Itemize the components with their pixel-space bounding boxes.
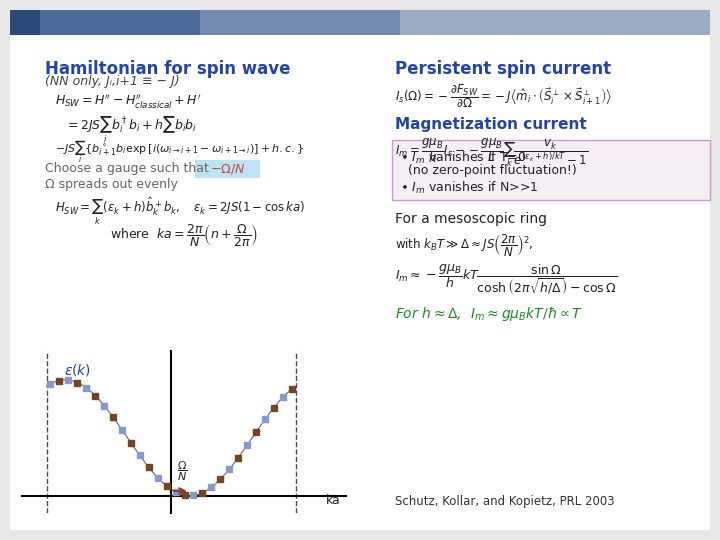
- Text: Magnetization current: Magnetization current: [395, 117, 587, 132]
- Text: $\varepsilon(k)$: $\varepsilon(k)$: [64, 362, 91, 377]
- Bar: [200, 10, 710, 35]
- Text: $\bullet$ $I_m$ vanishes if T=0: $\bullet$ $I_m$ vanishes if T=0: [400, 150, 526, 166]
- Bar: [400, 10, 710, 35]
- Text: $H_{SW} = H^{\prime\prime} - H^{\prime\prime}_{classical} + H^{\prime}$: $H_{SW} = H^{\prime\prime} - H^{\prime\p…: [55, 93, 202, 111]
- Text: $\bullet$ $I_m$ vanishes if N>>1: $\bullet$ $I_m$ vanishes if N>>1: [400, 180, 539, 196]
- Text: $I_s(\Omega) = -\dfrac{\partial F_{SW}}{\partial\Omega} = -J\left\langle\hat{m}_: $I_s(\Omega) = -\dfrac{\partial F_{SW}}{…: [395, 82, 612, 110]
- Text: $H_{SW} = \sum_k (\varepsilon_k + h)\hat{b}_k^+ b_k,\quad \varepsilon_k = 2JS(1-: $H_{SW} = \sum_k (\varepsilon_k + h)\hat…: [55, 196, 305, 227]
- Text: $\dfrac{\Omega}{N}$: $\dfrac{\Omega}{N}$: [177, 460, 188, 483]
- Text: Choose a gauge such that: Choose a gauge such that: [45, 162, 209, 175]
- Text: For $h \approx \Delta$,  $I_m \approx g\mu_B kT/\hbar \propto T$: For $h \approx \Delta$, $I_m \approx g\m…: [395, 305, 583, 323]
- Text: where  $ka = \dfrac{2\pi}{N}\left(n + \dfrac{\Omega}{2\pi}\right)$: where $ka = \dfrac{2\pi}{N}\left(n + \df…: [110, 222, 258, 248]
- Text: with $k_BT \gg \Delta \approx JS\left(\dfrac{2\pi}{N}\right)^2,$: with $k_BT \gg \Delta \approx JS\left(\d…: [395, 232, 534, 258]
- Text: $I_m = \dfrac{g\mu_B}{h}I_s - -\dfrac{g\mu_B}{L}\sum_k\dfrac{v_k}{e^{(\varepsilo: $I_m = \dfrac{g\mu_B}{h}I_s - -\dfrac{g\…: [395, 137, 588, 168]
- Text: Hamiltonian for spin wave: Hamiltonian for spin wave: [45, 60, 290, 78]
- Text: For a mesoscopic ring: For a mesoscopic ring: [395, 212, 547, 226]
- Bar: [10, 10, 40, 35]
- Text: $- JS\sum_{i}\left\{b^\circ_{i+1}b_i\exp\left[i\left(\omega_{i\to i+1} - \omega_: $- JS\sum_{i}\left\{b^\circ_{i+1}b_i\exp…: [55, 138, 304, 165]
- Text: Schutz, Kollar, and Kopietz, PRL 2003: Schutz, Kollar, and Kopietz, PRL 2003: [395, 495, 615, 508]
- Bar: [195, 160, 260, 178]
- Bar: [392, 140, 710, 200]
- Bar: [10, 10, 710, 35]
- Text: Ω spreads out evenly: Ω spreads out evenly: [45, 178, 178, 191]
- Text: (NN only, Jᵢ,i+1 ≡ − J): (NN only, Jᵢ,i+1 ≡ − J): [45, 75, 179, 88]
- Text: Persistent spin current: Persistent spin current: [395, 60, 611, 78]
- Text: $I_m \approx -\dfrac{g\mu_B}{h}kT\dfrac{\sin\Omega}{\cosh\left(2\pi\sqrt{h/\Delt: $I_m \approx -\dfrac{g\mu_B}{h}kT\dfrac{…: [395, 262, 617, 296]
- Text: (no zero-point fluctuation!): (no zero-point fluctuation!): [408, 164, 577, 177]
- Text: $-\Omega/N$: $-\Omega/N$: [210, 162, 246, 176]
- Text: $= 2JS\sum_{i} b_i^\dagger b_i + h\sum b_i b_i$: $= 2JS\sum_{i} b_i^\dagger b_i + h\sum b…: [65, 115, 197, 145]
- Text: ka: ka: [325, 494, 341, 507]
